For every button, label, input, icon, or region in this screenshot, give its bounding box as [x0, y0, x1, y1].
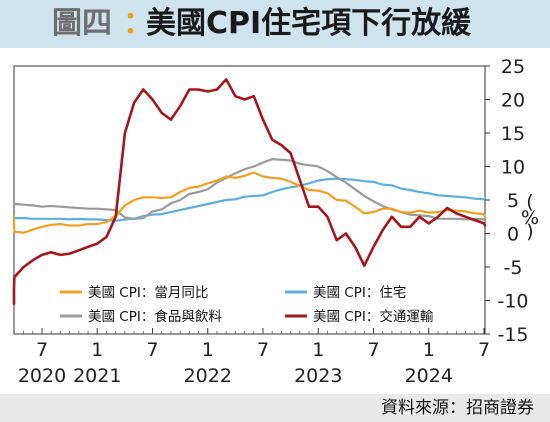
x-year-label: 2022	[184, 365, 232, 387]
x-tick-label: 1	[202, 339, 214, 361]
legend-label-housing: 美國 CPI：住宅	[313, 285, 406, 301]
y-tick-label: 5	[507, 190, 519, 212]
y-tick-label: 0	[507, 224, 519, 246]
x-tick-label: 1	[312, 339, 324, 361]
figure-number: 圖四	[52, 6, 112, 41]
x-tick-label: 7	[367, 339, 379, 361]
y-axis-label: %	[521, 207, 539, 229]
legend-label-food: 美國 CPI：食品與飲料	[88, 308, 222, 325]
x-year-label: 2023	[294, 365, 342, 387]
legend-label-overall: 美國 CPI：當月同比	[88, 285, 208, 301]
series-line-overall	[12, 171, 487, 234]
series-line-transport	[12, 78, 487, 306]
title-separator: ：	[123, 6, 153, 41]
source-bar: 資料來源：招商證券	[0, 394, 550, 422]
y-tick-label: -10	[497, 291, 528, 313]
x-tick-label: 7	[146, 339, 158, 361]
x-tick-label: 7	[478, 339, 490, 361]
y-tick-label: 25	[501, 56, 525, 78]
series-line-food	[12, 158, 487, 221]
line-chart: 25 20 15 10 5 0 -5 -10 -15%() 7 1 7 1 7 1 7 1 7 2020 2021 20…	[12, 56, 539, 387]
y-tick-label: -15	[497, 324, 528, 346]
y-tick-label: -5	[504, 257, 523, 279]
y-tick-label: 10	[501, 157, 525, 179]
x-tick-label: 7	[257, 339, 269, 361]
x-tick-label: 1	[423, 339, 435, 361]
title-bar: 圖四 ： 美國CPI住宅項下行放緩	[0, 0, 550, 48]
x-year-label: 2024	[405, 365, 453, 387]
y-tick-label: 15	[501, 123, 525, 145]
x-tick-label: 1	[91, 339, 103, 361]
series-line-housing	[12, 177, 487, 222]
x-year-label: 2021	[73, 365, 121, 387]
x-year-label: 2020	[18, 365, 66, 387]
legend-label-transport: 美國 CPI：交通運輸	[313, 308, 434, 325]
y-axis-paren-open: (	[526, 191, 533, 213]
source-note: 資料來源：招商證券	[381, 398, 534, 418]
y-tick-label: 20	[501, 90, 525, 112]
chart-title: 美國CPI住宅項下行放緩	[146, 6, 472, 41]
x-tick-label: 7	[36, 339, 48, 361]
y-axis-paren-close: )	[526, 221, 533, 243]
